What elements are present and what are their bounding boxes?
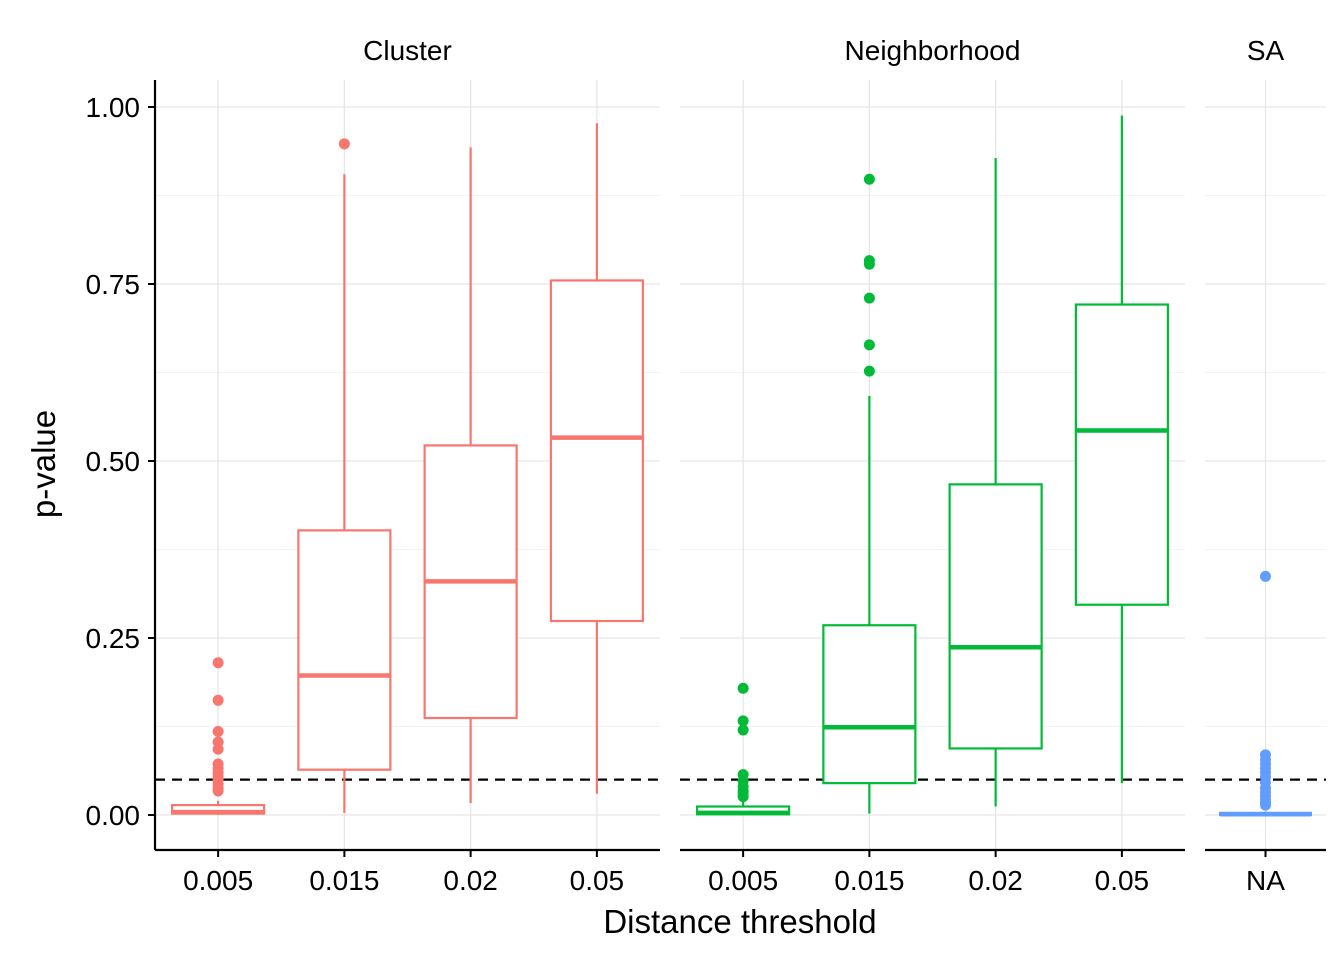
x-tick-label: 0.015 <box>309 865 379 896</box>
y-tick-label: 0.50 <box>86 446 141 477</box>
box-iqr <box>948 483 1043 750</box>
outlier-point <box>737 724 749 736</box>
y-tick-label: 1.00 <box>86 92 141 123</box>
outlier-point <box>212 785 224 797</box>
outlier-point <box>737 791 749 803</box>
outlier-point <box>1260 799 1271 811</box>
facet-strip-label: Neighborhood <box>845 35 1021 66</box>
axis-layer <box>148 80 1326 857</box>
x-tick-label: 0.005 <box>183 865 253 896</box>
x-tick-label: 0.02 <box>968 865 1023 896</box>
outlier-point <box>212 694 224 706</box>
y-tick-label: 0.00 <box>86 800 141 831</box>
box-iqr <box>822 624 917 785</box>
outlier-point <box>212 743 224 755</box>
facet-strip-label: Cluster <box>363 35 452 66</box>
outlier-point <box>863 339 875 351</box>
box-iqr <box>297 529 392 771</box>
outlier-point <box>737 682 749 694</box>
x-tick-label: 0.015 <box>834 865 904 896</box>
y-axis-title: p-value <box>25 410 62 518</box>
outlier-point <box>863 258 875 270</box>
x-tick-label: 0.05 <box>570 865 625 896</box>
y-tick-label: 0.75 <box>86 269 141 300</box>
outlier-point <box>338 138 350 150</box>
outlier-point <box>863 365 875 377</box>
outlier-point <box>863 173 875 185</box>
box-layer <box>171 115 1312 817</box>
outlier-point <box>737 715 749 727</box>
outlier-point <box>1260 570 1271 582</box>
text-layer: 0.00 0.25 0.50 0.75 1.00 Cluster 0.005 0.015 0.0… <box>86 35 1286 896</box>
outlier-point <box>212 657 224 669</box>
y-tick-label: 0.25 <box>86 623 141 654</box>
outlier-point <box>212 725 224 737</box>
box-iqr <box>1074 303 1169 606</box>
x-tick-label: 0.05 <box>1095 865 1150 896</box>
facet-strip-label: SA <box>1247 35 1285 66</box>
x-tick-label: NA <box>1246 865 1285 896</box>
x-tick-label: 0.02 <box>443 865 498 896</box>
box-iqr <box>549 279 644 623</box>
x-axis-title: Distance threshold <box>603 903 876 940</box>
x-tick-label: 0.005 <box>708 865 778 896</box>
outlier-point <box>863 292 875 304</box>
